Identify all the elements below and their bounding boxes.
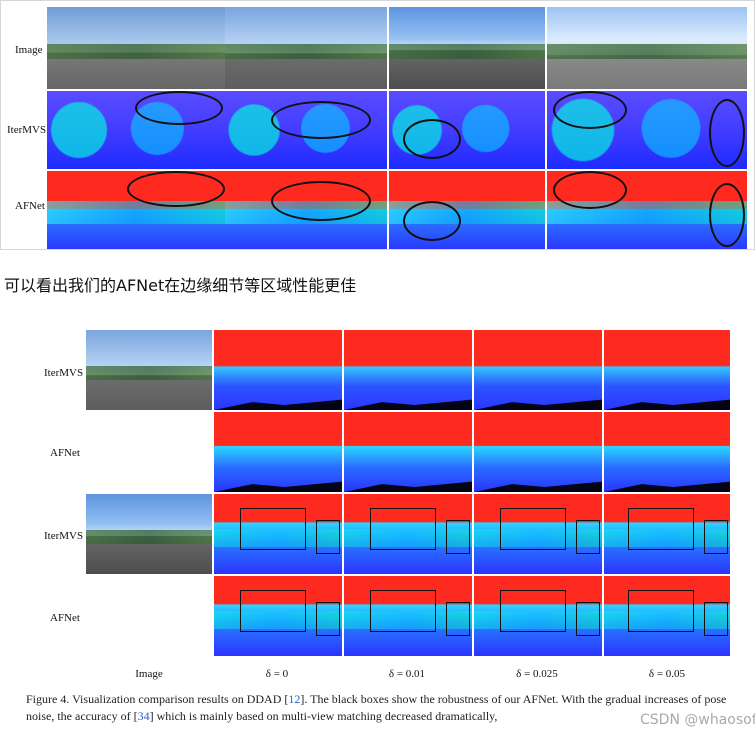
fig1-afnet-3 bbox=[389, 171, 545, 249]
fig4-row-label-3: IterMVS bbox=[44, 530, 84, 542]
fig1-image-2 bbox=[225, 7, 387, 89]
fig4-itermvs-row3-col1 bbox=[214, 494, 342, 574]
caption-part-3: ] which is mainly based on multi-view ma… bbox=[149, 709, 498, 724]
fig1-image-3 bbox=[389, 7, 545, 89]
figure-1: Image IterMVS AFNet bbox=[0, 0, 755, 250]
fig4-afnet-row4-col3 bbox=[474, 576, 602, 656]
fig1-afnet-4 bbox=[547, 171, 747, 249]
fig4-afnet-row2-col1 bbox=[214, 412, 342, 492]
fig4-afnet-row4-col4 bbox=[604, 576, 730, 656]
fig4-itermvs-row1-col2 bbox=[344, 330, 472, 410]
fig1-itermvs-3 bbox=[389, 91, 545, 169]
fig1-itermvs-4 bbox=[547, 91, 747, 169]
fig1-afnet-2 bbox=[225, 171, 387, 249]
fig4-input-image-2 bbox=[86, 494, 212, 574]
fig1-image-1 bbox=[47, 7, 225, 89]
col-label-delta-005: δ = 0.05 bbox=[648, 668, 686, 680]
row-label-itermvs: IterMVS bbox=[7, 124, 47, 136]
fig1-itermvs-2 bbox=[225, 91, 387, 169]
col-label-delta-0: δ = 0 bbox=[265, 668, 289, 680]
caption-part-2: ]. The black boxes show the robustness o… bbox=[26, 692, 727, 724]
fig4-afnet-row2-col3 bbox=[474, 412, 602, 492]
row-label-afnet: AFNet bbox=[15, 200, 45, 212]
fig4-row-label-1: IterMVS bbox=[44, 367, 84, 379]
col-label-delta-0025: δ = 0.025 bbox=[516, 668, 558, 680]
fig1-itermvs-1 bbox=[47, 91, 225, 169]
fig4-itermvs-row3-col2 bbox=[344, 494, 472, 574]
caption-part-1: Figure 4. Visualization comparison resul… bbox=[26, 692, 289, 706]
fig4-afnet-row2-col4 bbox=[604, 412, 730, 492]
fig4-row-label-4: AFNet bbox=[50, 612, 80, 624]
fig4-itermvs-row1-col4 bbox=[604, 330, 730, 410]
fig4-row-label-2: AFNet bbox=[50, 447, 80, 459]
row-label-image: Image bbox=[15, 44, 43, 56]
caption-ref-1[interactable]: 12 bbox=[288, 692, 301, 706]
figure-4: IterMVS AFNet IterMVS AFNet Image δ = 0 … bbox=[0, 322, 755, 732]
col-label-image: Image bbox=[135, 668, 163, 680]
fig4-itermvs-row1-col3 bbox=[474, 330, 602, 410]
fig1-afnet-1 bbox=[47, 171, 225, 249]
watermark: CSDN @whaosoft143 bbox=[640, 712, 755, 728]
fig4-itermvs-row1-col1 bbox=[214, 330, 342, 410]
figure-caption: Figure 4. Visualization comparison resul… bbox=[26, 691, 748, 726]
col-label-delta-001: δ = 0.01 bbox=[388, 668, 426, 680]
fig4-itermvs-row3-col4 bbox=[604, 494, 730, 574]
fig4-input-image-1 bbox=[86, 330, 212, 410]
caption-ref-2[interactable]: 34 bbox=[137, 709, 150, 724]
fig4-itermvs-row3-col3 bbox=[474, 494, 602, 574]
fig4-afnet-row4-col2 bbox=[344, 576, 472, 656]
analysis-sentence: 可以看出我们的AFNet在边缘细节等区域性能更佳 bbox=[4, 276, 357, 295]
fig4-afnet-row2-col2 bbox=[344, 412, 472, 492]
fig1-image-4 bbox=[547, 7, 747, 89]
fig4-afnet-row4-col1 bbox=[214, 576, 342, 656]
